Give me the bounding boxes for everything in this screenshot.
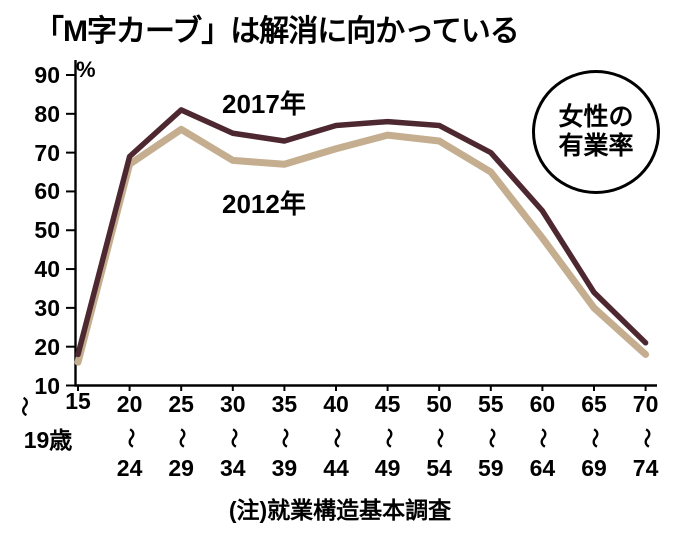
y-tick-label: 70 [34,139,60,166]
y-tick-label: 60 [34,178,60,205]
x-tick-label-bottom: 54 [426,455,452,481]
x-tick-label-top: 70 [632,391,659,417]
y-tick-label: 20 [34,333,60,360]
y-axis-unit: % [76,57,96,82]
y-tick-label: 80 [34,100,60,127]
x-tick-label-bottom: 69 [581,455,607,481]
tilde-icon: 〜 [479,428,502,448]
y-tick-label: 30 [34,294,60,321]
x-tick-label-tilde-row: 〜 [413,420,465,452]
x-tick-label-tilde-row: 〜 [258,420,310,452]
x-tick-label-top: 55 [478,391,504,417]
x-tick-label-bottom: 24 [116,455,143,481]
x-tick-label-tilde: 〜 [12,396,35,417]
x-tick-label-top: 60 [529,391,556,417]
legend-badge-line2: 有業率 [558,132,634,160]
x-tick-label-top: 30 [220,391,246,417]
tilde-icon: 〜 [634,428,657,448]
source-note: (注)就業構造基本調査 [228,497,452,523]
x-tick-label-bottom: 29 [168,455,194,481]
tilde-icon: 〜 [428,428,451,448]
chart-title: 「M字カーブ」は解消に向かっている [34,15,520,48]
x-tick-label: 25 〜 29 [155,388,207,484]
x-tick-label-top: 35 [271,391,298,417]
x-tick-label: 30 〜 34 [207,388,259,484]
x-tick-label-top: 25 [168,391,194,417]
series-line-2012年 [74,125,650,366]
x-tick-label: 65 〜 69 [568,388,620,484]
x-tick-label-top: 50 [426,391,452,417]
x-tick-label: 55 〜 59 [465,388,517,484]
y-tick-label: 90 [34,62,60,88]
x-tick-label-bottom: 39 [271,455,298,481]
x-tick-label-tilde-row: 〜 [362,420,414,452]
x-tick-label: 70 〜 74 [620,388,672,484]
tilde-icon: 〜 [531,428,554,448]
x-tick-label-top: 45 [374,391,401,417]
x-tick-label: 40 〜 44 [310,388,362,484]
series-line-2017年 [75,107,649,358]
x-tick-label-bottom: 74 [632,455,659,481]
y-tick-label: 40 [34,256,60,283]
x-tick-label-bottom: 34 [220,455,246,481]
tilde-icon: 〜 [170,428,193,448]
x-tick-label-bottom: 59 [478,455,504,481]
tilde-icon: 〜 [118,428,141,448]
y-tick-label: 50 [34,217,60,244]
series-label-2012: 2012年 [222,189,306,219]
legend-badge: 女性の 有業率 [532,70,660,194]
tilde-icon: 〜 [273,428,296,448]
x-tick-label-tilde-row: 〜 [465,420,517,452]
tilde-icon: 〜 [221,428,244,448]
series-label-2017: 2017年 [222,89,306,119]
x-tick-label: 35 〜 39 [258,388,310,484]
x-tick-label: 45 〜 49 [362,388,414,484]
x-tick-label-top: 20 [116,391,143,417]
y-tick-label: 10 [34,372,60,399]
tilde-icon: 〜 [583,428,605,448]
x-tick-label-tilde-row: 〜 [104,420,156,452]
legend-badge-line1: 女性の [558,102,634,131]
x-tick-label-tilde-row: 〜 [310,420,362,452]
x-tick-label-bottom: 44 [323,455,349,481]
x-tick-label-tilde-row: 〜 [516,420,568,452]
x-tick-label-top: 15 [65,388,91,414]
tilde-icon: 〜 [325,428,347,448]
x-tick-label-bottom: 49 [374,455,401,481]
x-tick-label: 50 〜 54 [413,388,465,484]
x-tick-label-top: 40 [323,391,349,417]
x-tick-label: 60 〜 64 [516,388,568,484]
x-tick-label-tilde-row: 〜 [620,420,672,452]
x-tick-label-bottom: 19歳 [23,427,73,453]
x-tick-label-top: 65 [581,391,607,417]
x-tick-label-tilde-row: 〜 [207,420,259,452]
x-tick-label-tilde-row: 〜 [568,420,620,452]
x-tick-label: 20 〜 24 [104,388,156,484]
tilde-icon: 〜 [376,428,399,448]
x-tick-label-bottom: 64 [529,455,556,481]
x-tick-label-tilde-row: 〜 [155,420,207,452]
